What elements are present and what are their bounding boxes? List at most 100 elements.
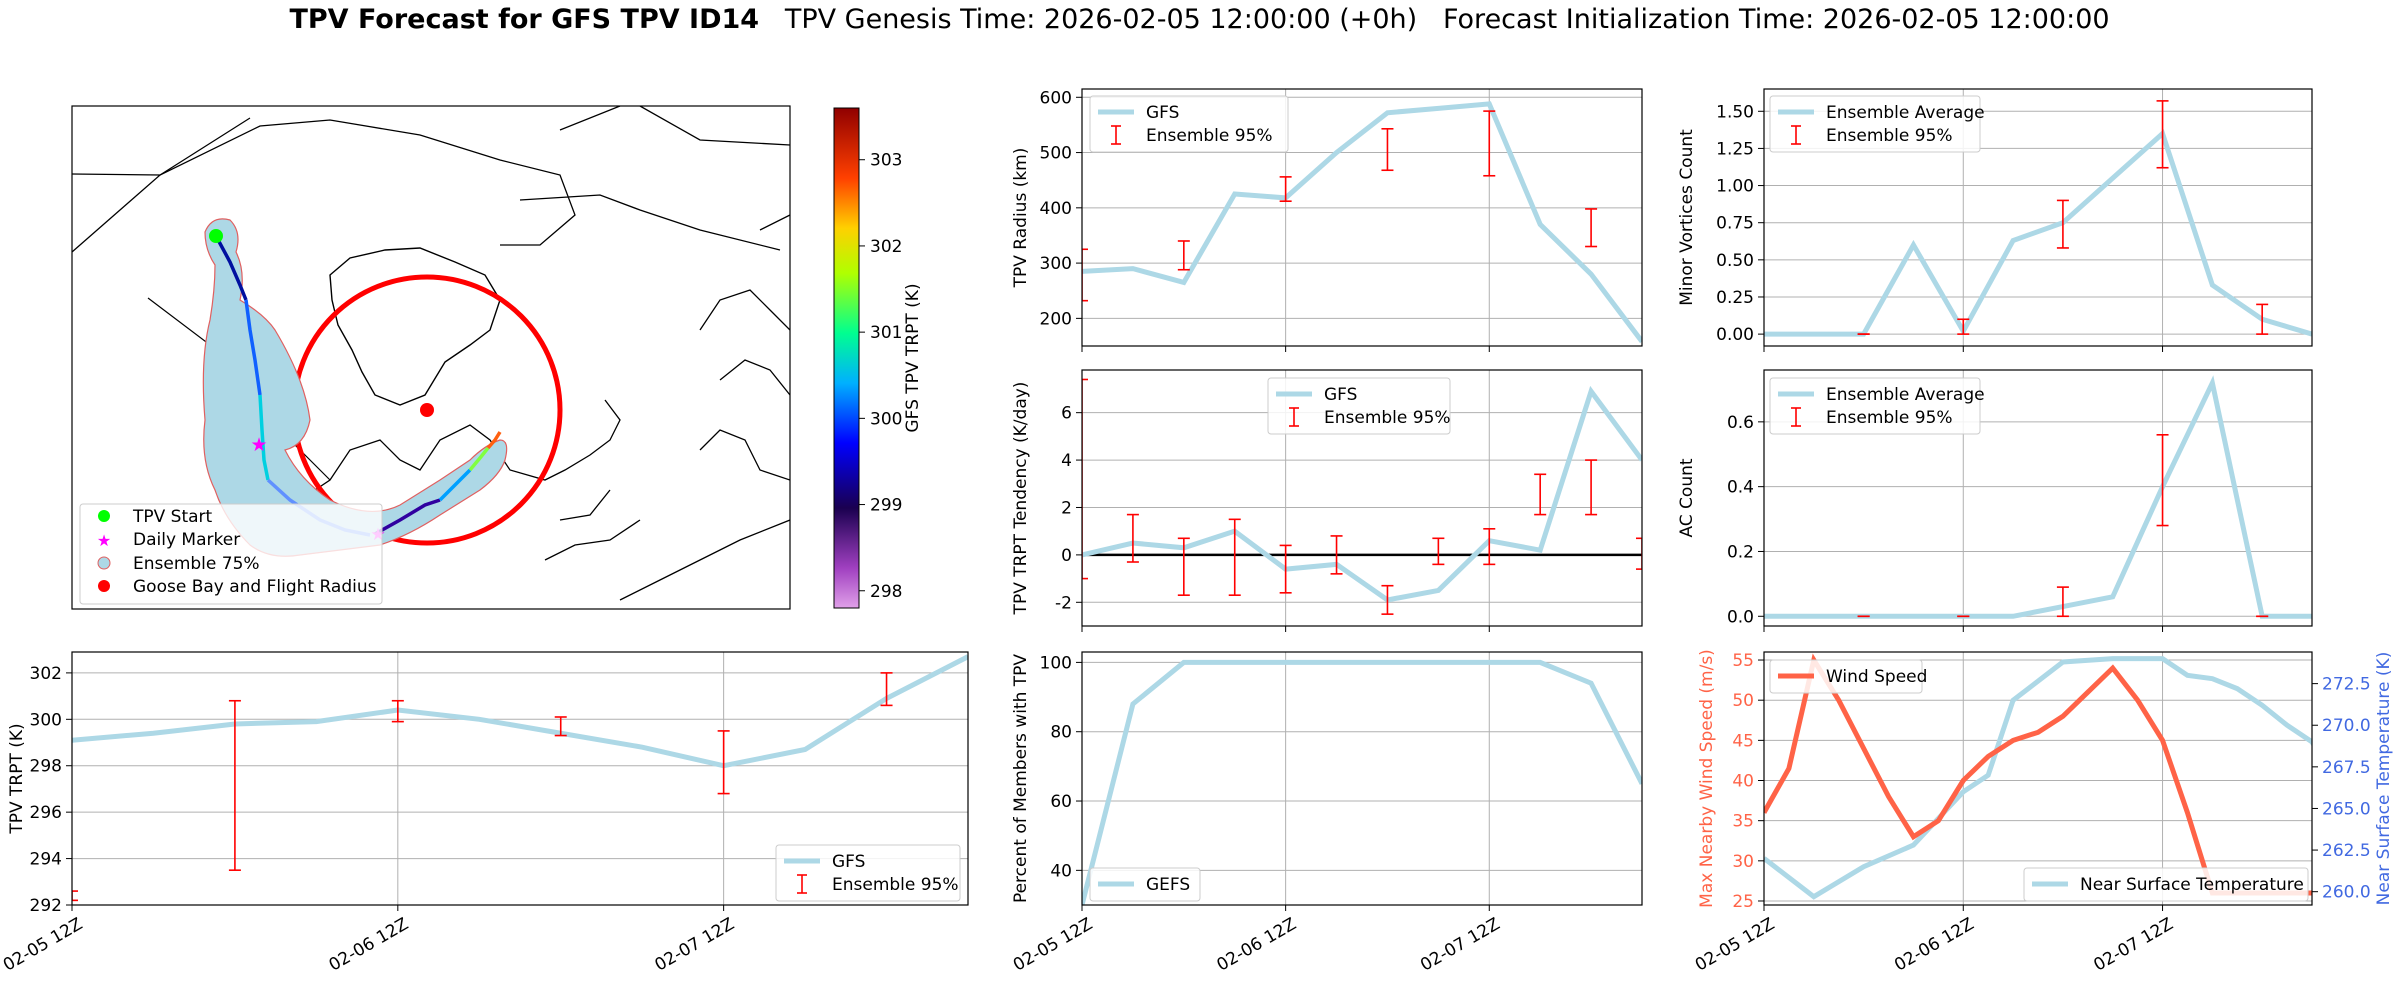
y-tick-label: 50 xyxy=(1732,691,1754,711)
legend-label: Ensemble 95% xyxy=(1826,408,1953,428)
y-axis-label: TPV TRPT (K) xyxy=(7,723,27,834)
y-axis-label: Minor Vortices Count xyxy=(1677,129,1697,306)
coastline-canada xyxy=(299,399,790,601)
trpt-chart: 292 294 296 298 300 302 02-05 12Z 02-06 12Z 02-0… xyxy=(0,651,969,976)
figure-title-init: Forecast Initialization Time: 2026-02-05… xyxy=(1442,4,2110,35)
legend-label: GEFS xyxy=(1146,875,1190,895)
y-axis-label: Max Nearby Wind Speed (m/s) xyxy=(1697,649,1717,908)
y2-tick-label: 262.5 xyxy=(2322,841,2371,861)
colorbar-tick-label: 299 xyxy=(870,496,902,516)
legend-label: Ensemble 95% xyxy=(1826,126,1953,146)
legend-box xyxy=(2023,867,2309,902)
x-tick-label: 02-07 12Z xyxy=(2090,914,2176,975)
legend-box xyxy=(1089,95,1289,153)
x-tick-label: 02-07 12Z xyxy=(1417,914,1503,975)
y-tick-label: 0.0 xyxy=(1727,607,1754,627)
y-tick-label: 0.00 xyxy=(1716,325,1754,345)
temperature-line xyxy=(1764,656,2312,900)
map-frame xyxy=(71,105,791,610)
legend-label: GFS xyxy=(1146,103,1179,123)
y2-tick-label: 270.0 xyxy=(2322,716,2371,736)
y-tick-label: 60 xyxy=(1050,792,1072,812)
tpv-track-e xyxy=(374,498,441,536)
tendency-line xyxy=(1082,385,1642,603)
legend-label: Ensemble Average xyxy=(1826,385,1985,405)
goose-bay-marker xyxy=(420,403,434,417)
wind-speed-line xyxy=(1764,653,2312,896)
wind-temperature-chart: 25 30 35 40 45 50 55 02-05 12Z 02-06 12Z 02-07 12… xyxy=(1692,649,2394,975)
x-tick-label: 02-05 12Z xyxy=(1692,914,1778,975)
colorbar-tick-label: 302 xyxy=(870,237,902,257)
axes-frame xyxy=(1081,651,1643,906)
colorbar-gradient xyxy=(833,107,860,609)
plot-area xyxy=(1764,375,2312,619)
legend-box xyxy=(1089,867,1201,902)
colorbar-ticks: 298 299 300 301 302 303 xyxy=(859,151,902,602)
y-tick-label: 40 xyxy=(1732,772,1754,792)
y-tick-label: 292 xyxy=(30,896,62,916)
colorbar-tick-label: 303 xyxy=(870,151,902,171)
y-tick-label: 0.2 xyxy=(1727,542,1754,562)
legend-box xyxy=(1769,377,1981,435)
axes-frame xyxy=(1081,88,1643,347)
coastline-greenland xyxy=(329,247,501,406)
y-tick-label: 294 xyxy=(30,850,62,870)
y-tick-label: 298 xyxy=(30,757,62,777)
x-tick-label: 02-07 12Z xyxy=(652,914,738,975)
minor-line xyxy=(1764,129,2312,337)
y-tick-label: 600 xyxy=(1040,88,1072,108)
legend-daily-marker: Daily Marker xyxy=(133,530,240,550)
colorbar-label: GFS TPV TRPT (K) xyxy=(903,283,923,432)
legend-label: Ensemble Average xyxy=(1826,103,1985,123)
trpt-tendency-chart: -2 0 2 4 6 GFS Ensemble 95% TPV TRPT Tendency (… xyxy=(1011,369,1643,632)
y-tick-label: 0.75 xyxy=(1716,214,1754,234)
legend-tpv-start-icon xyxy=(98,510,110,522)
y-tick-label: 35 xyxy=(1732,812,1754,832)
plot-area xyxy=(1082,101,1642,344)
y-tick-label: 302 xyxy=(30,664,62,684)
ac-count-chart: 0.0 0.2 0.4 0.6 Ensemble Average Ensemble 95%… xyxy=(1677,369,2313,632)
figure-title-genesis: TPV Genesis Time: 2026-02-05 12:00:00 (+… xyxy=(784,4,1418,35)
y-tick-label: 4 xyxy=(1061,451,1072,471)
legend-label: Near Surface Temperature xyxy=(2080,875,2304,895)
colorbar-tick-label: 298 xyxy=(870,582,902,602)
colorbar-tick-label: 301 xyxy=(870,323,902,343)
percent-line xyxy=(1082,659,1642,905)
map-panel: ★ ★ TPV Start ★ Daily Marker Ensemble 75… xyxy=(71,105,923,610)
tpv-start-marker xyxy=(209,229,223,243)
y-tick-label: 0.4 xyxy=(1727,478,1754,498)
y-tick-label: 0.25 xyxy=(1716,288,1754,308)
legend-box xyxy=(775,844,961,902)
plot-area xyxy=(1082,659,1642,905)
y-axis-label: TPV Radius (km) xyxy=(1011,148,1031,289)
y-tick-label: 0 xyxy=(1061,546,1072,566)
axes-frame xyxy=(1081,369,1643,627)
tpv-track-b xyxy=(244,299,262,396)
y-axis-label: AC Count xyxy=(1677,458,1697,537)
tpv-track-h xyxy=(486,431,502,450)
legend-ensemble-icon xyxy=(97,556,111,570)
legend-label: GFS xyxy=(1324,385,1357,405)
legend-tpv-start: TPV Start xyxy=(132,507,213,527)
legend-goose-bay: Goose Bay and Flight Radius xyxy=(133,577,377,597)
axes-frame xyxy=(1763,369,2313,627)
figure-title: TPV Forecast for GFS TPV ID14 TPV Genesi… xyxy=(0,4,2399,35)
legend-box xyxy=(1769,659,1923,694)
y-tick-label: 80 xyxy=(1050,723,1072,743)
axes-frame xyxy=(1763,651,2313,906)
legend-daily-marker-icon: ★ xyxy=(97,531,111,550)
y-tick-label: 0.50 xyxy=(1716,251,1754,271)
tpv-track-g xyxy=(468,446,490,472)
trpt-line xyxy=(72,654,968,769)
plot-area xyxy=(1082,378,1642,615)
plot-area xyxy=(1764,100,2312,337)
legend-ensemble-75: Ensemble 75% xyxy=(133,554,260,574)
x-tick-label: 02-06 12Z xyxy=(1891,914,1977,975)
y2-tick-label: 260.0 xyxy=(2322,883,2371,903)
legend-goose-bay-icon xyxy=(98,580,110,592)
minor-vortices-chart: 0.00 0.25 0.50 0.75 1.00 1.25 1.50 Ensemble Ave… xyxy=(1677,88,2313,352)
radius-line xyxy=(1082,101,1642,344)
colorbar-tick-label: 300 xyxy=(870,409,902,429)
coastline-europe xyxy=(699,214,790,481)
